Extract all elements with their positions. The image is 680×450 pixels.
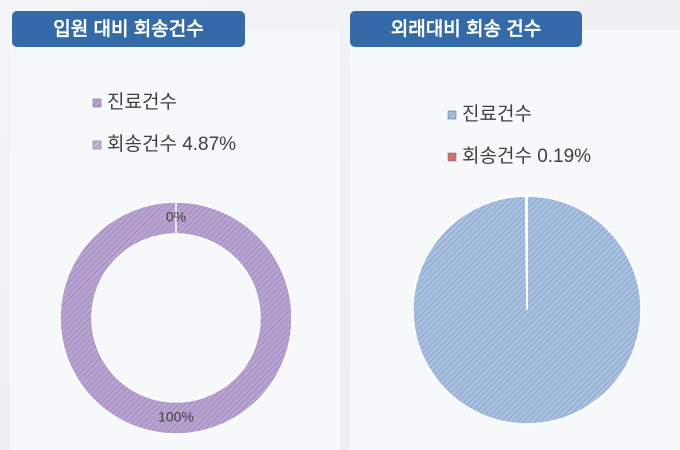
- legend-swatch: [92, 98, 102, 108]
- legend-label: 진료건수: [107, 91, 177, 113]
- slice: [524, 195, 528, 311]
- slice: [59, 201, 293, 435]
- panel: [10, 30, 340, 450]
- title-badge: [350, 11, 582, 47]
- legend-swatch: [92, 140, 102, 150]
- chart-title: 입원 대비 회송건수: [53, 18, 203, 40]
- legend-label: 진료건수: [462, 103, 532, 125]
- data-label: 100%: [158, 409, 194, 425]
- legend-swatch: [447, 110, 457, 120]
- data-label: 0%: [166, 209, 186, 225]
- legend-label: 회송건수 0.19%: [462, 145, 591, 167]
- title-badge: [12, 11, 245, 47]
- chart-title: 외래대비 회송 건수: [391, 18, 541, 40]
- legend-label: 회송건수 4.87%: [107, 133, 236, 155]
- legend-swatch: [447, 152, 457, 162]
